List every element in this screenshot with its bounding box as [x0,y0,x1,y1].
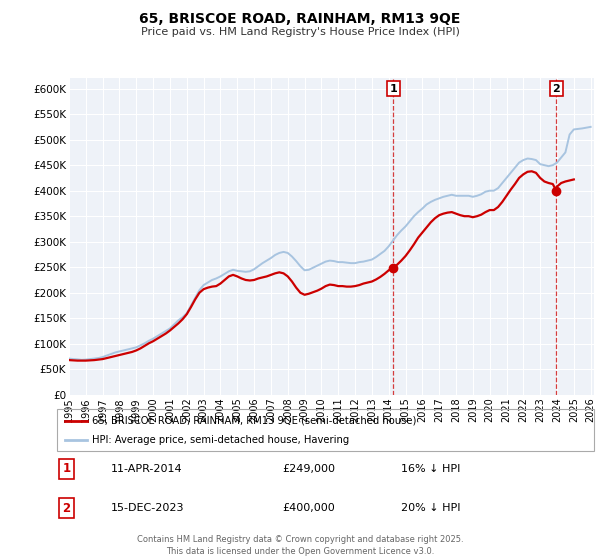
Text: 20% ↓ HPI: 20% ↓ HPI [401,503,460,513]
Text: 16% ↓ HPI: 16% ↓ HPI [401,464,460,474]
Text: 2: 2 [553,83,560,94]
Text: Price paid vs. HM Land Registry's House Price Index (HPI): Price paid vs. HM Land Registry's House … [140,27,460,37]
Text: 15-DEC-2023: 15-DEC-2023 [111,503,184,513]
Text: 2: 2 [62,502,71,515]
Text: 65, BRISCOE ROAD, RAINHAM, RM13 9QE: 65, BRISCOE ROAD, RAINHAM, RM13 9QE [139,12,461,26]
Text: 1: 1 [389,83,397,94]
Text: 1: 1 [62,463,71,475]
Text: 11-APR-2014: 11-APR-2014 [111,464,182,474]
Text: Contains HM Land Registry data © Crown copyright and database right 2025.
This d: Contains HM Land Registry data © Crown c… [137,535,463,556]
Text: £249,000: £249,000 [283,464,335,474]
Text: HPI: Average price, semi-detached house, Havering: HPI: Average price, semi-detached house,… [92,435,349,445]
Text: 65, BRISCOE ROAD, RAINHAM, RM13 9QE (semi-detached house): 65, BRISCOE ROAD, RAINHAM, RM13 9QE (sem… [92,416,416,426]
Text: £400,000: £400,000 [283,503,335,513]
